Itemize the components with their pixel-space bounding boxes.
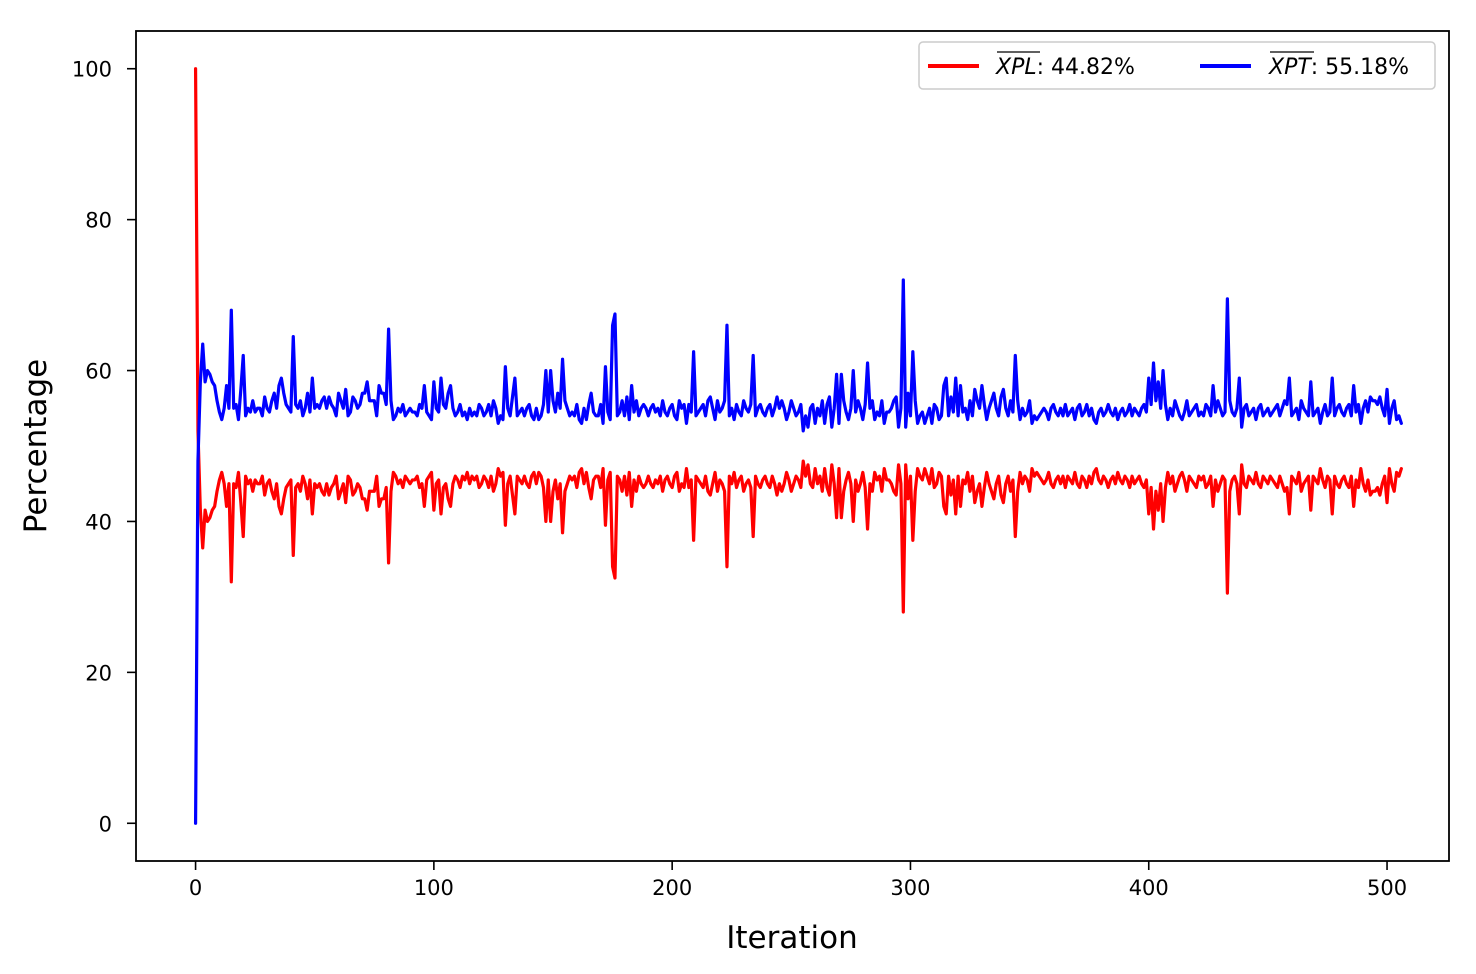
series-layer (193, 67, 1403, 825)
x-axis: 0 100 200 300 400 500 (189, 861, 1407, 900)
x-tick-label: 200 (652, 876, 692, 900)
x-tick-label: 100 (414, 876, 454, 900)
y-axis-title: Percentage (18, 359, 54, 533)
y-tick-label: 60 (85, 360, 112, 384)
y-axis: 0 20 40 60 80 100 (72, 58, 136, 836)
x-tick-label: 400 (1129, 876, 1169, 900)
y-tick-label: 40 (85, 510, 112, 534)
legend: XPL: 44.82% XPT: 55.18% (918, 41, 1436, 90)
x-tick-label: 0 (189, 876, 202, 900)
plot-frame (135, 30, 1450, 862)
x-axis-title: Iteration (726, 920, 858, 956)
legend-symbol-xpt: XPT (1268, 55, 1312, 80)
y-tick-label: 20 (85, 661, 112, 685)
legend-value-xpl: : 44.82% (1037, 55, 1135, 80)
x-tick-label: 300 (890, 876, 930, 900)
series-line-xpt (193, 278, 1403, 825)
y-tick-label: 80 (85, 209, 112, 233)
x-tick-label: 500 (1367, 876, 1407, 900)
y-tick-label: 0 (99, 812, 112, 836)
y-tick-label: 100 (72, 58, 112, 82)
legend-value-xpt: : 55.18% (1311, 55, 1409, 80)
legend-symbol-xpl: XPL (995, 55, 1037, 80)
legend-label-xpt: XPT: 55.18% (1268, 55, 1409, 80)
legend-label-xpl: XPL: 44.82% (995, 55, 1135, 80)
legend-box (918, 41, 1436, 90)
series-line-xpl (193, 67, 1403, 614)
